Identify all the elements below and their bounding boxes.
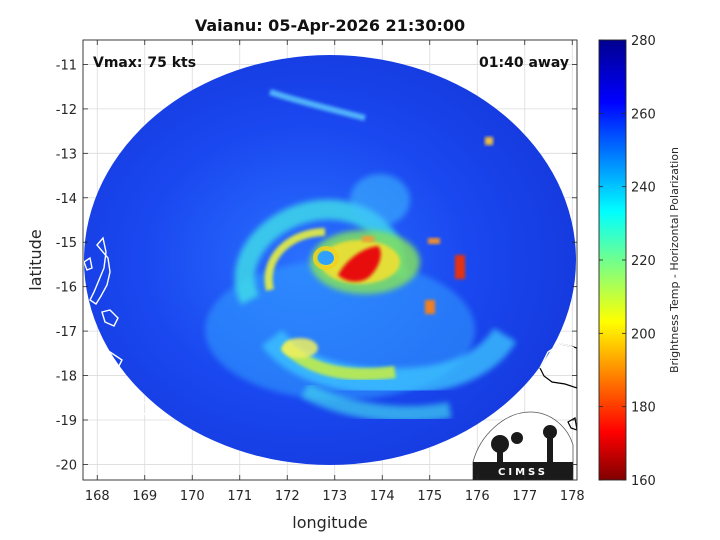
colorbar-ticks: 160 180 200 220 240 260 280 bbox=[599, 34, 656, 489]
cell-east-2 bbox=[425, 300, 435, 314]
coast-island-b bbox=[101, 309, 119, 327]
logo-tower-tank bbox=[543, 425, 557, 439]
microwave-swath bbox=[84, 55, 576, 465]
eye-ring bbox=[313, 246, 339, 270]
x-tick-label: 174 bbox=[370, 489, 395, 504]
x-tick-label: 171 bbox=[227, 489, 252, 504]
rainband-far-south bbox=[301, 382, 452, 422]
coast-island-c bbox=[98, 351, 123, 369]
logo-tower-leg bbox=[547, 438, 553, 462]
band-lightblue-outer bbox=[205, 260, 475, 400]
x-tick-label: 175 bbox=[417, 489, 442, 504]
logo-dish-2 bbox=[511, 432, 523, 444]
eyewall-red bbox=[338, 246, 381, 282]
y-tick-label: -16 bbox=[56, 281, 77, 296]
coast-island-f bbox=[175, 467, 187, 477]
cell-east-3 bbox=[428, 238, 440, 244]
x-tick-label: 169 bbox=[132, 489, 157, 504]
coast-island-d bbox=[139, 401, 159, 419]
x-tick-label: 178 bbox=[560, 489, 585, 504]
coast-island-a bbox=[83, 256, 93, 271]
cell-east-1 bbox=[455, 255, 465, 279]
colorbar-tick-label: 200 bbox=[631, 327, 656, 342]
colorbar-tick-label: 180 bbox=[631, 401, 656, 416]
coast-island-e bbox=[149, 433, 167, 449]
chart-title: Vaianu: 05-Apr-2026 21:30:00 bbox=[195, 16, 465, 35]
y-tick-label: -17 bbox=[56, 325, 77, 340]
y-ticks: -11 -12 -13 -14 -15 -16 -17 -18 -19 -20 bbox=[56, 58, 577, 473]
colorbar-tick-label: 240 bbox=[631, 181, 656, 196]
colorbar-tick-label: 260 bbox=[631, 107, 656, 122]
plot-frame bbox=[82, 39, 578, 481]
eye-core bbox=[318, 251, 334, 265]
coast-fiji-white bbox=[539, 343, 575, 369]
logo-band bbox=[473, 462, 573, 480]
logo-text: CIMSS bbox=[498, 467, 548, 478]
map-plot-area: CIMSS bbox=[83, 40, 577, 480]
colorbar: 160 180 200 220 240 260 280 Brightness Temp - … bbox=[598, 34, 681, 489]
y-tick-label: -18 bbox=[56, 370, 77, 385]
storm-bands bbox=[205, 89, 517, 422]
vmax-annotation: Vmax: 75 kts bbox=[93, 55, 196, 71]
y-tick-label: -15 bbox=[56, 236, 77, 251]
coast-fiji-small bbox=[567, 417, 577, 431]
x-tick-label: 172 bbox=[275, 489, 300, 504]
x-tick-label: 177 bbox=[512, 489, 537, 504]
colorbar-tick-label: 220 bbox=[631, 254, 656, 269]
y-tick-label: -11 bbox=[56, 58, 77, 73]
cell-northeast bbox=[485, 137, 493, 145]
y-tick-label: -12 bbox=[56, 103, 77, 118]
x-tick-label: 176 bbox=[465, 489, 490, 504]
y-axis-label: latitude bbox=[26, 229, 45, 290]
logo-dish-1 bbox=[491, 435, 509, 453]
logo-dish-stand bbox=[497, 450, 503, 462]
band-midnorth bbox=[350, 174, 410, 226]
rainband-inner-yellow bbox=[264, 228, 326, 291]
colorbar-tick-label: 280 bbox=[631, 34, 656, 49]
x-ticks: 168 169 170 171 172 173 174 175 176 177 178 bbox=[85, 40, 585, 504]
band-west-yellow bbox=[282, 338, 318, 358]
cimss-logo: CIMSS bbox=[472, 411, 574, 480]
cell-mid-orange bbox=[362, 236, 374, 242]
colorbar-tick-label: 160 bbox=[631, 474, 656, 489]
coast-vanuatu-north bbox=[89, 236, 111, 305]
x-tick-label: 170 bbox=[180, 489, 205, 504]
y-tick-label: -20 bbox=[56, 458, 77, 473]
x-tick-label: 173 bbox=[322, 489, 347, 504]
colorbar-gradient bbox=[598, 39, 627, 481]
y-tick-label: -14 bbox=[56, 192, 77, 207]
x-axis-label: longitude bbox=[292, 513, 367, 532]
eta-annotation: 01:40 away bbox=[479, 55, 569, 71]
band-north bbox=[269, 89, 366, 121]
x-tick-label: 168 bbox=[85, 489, 110, 504]
y-tick-label: -13 bbox=[56, 147, 77, 162]
y-tick-label: -19 bbox=[56, 414, 77, 429]
colorbar-label: Brightness Temp - Horizontal Polarizatio… bbox=[668, 147, 681, 373]
coastlines bbox=[83, 236, 187, 477]
